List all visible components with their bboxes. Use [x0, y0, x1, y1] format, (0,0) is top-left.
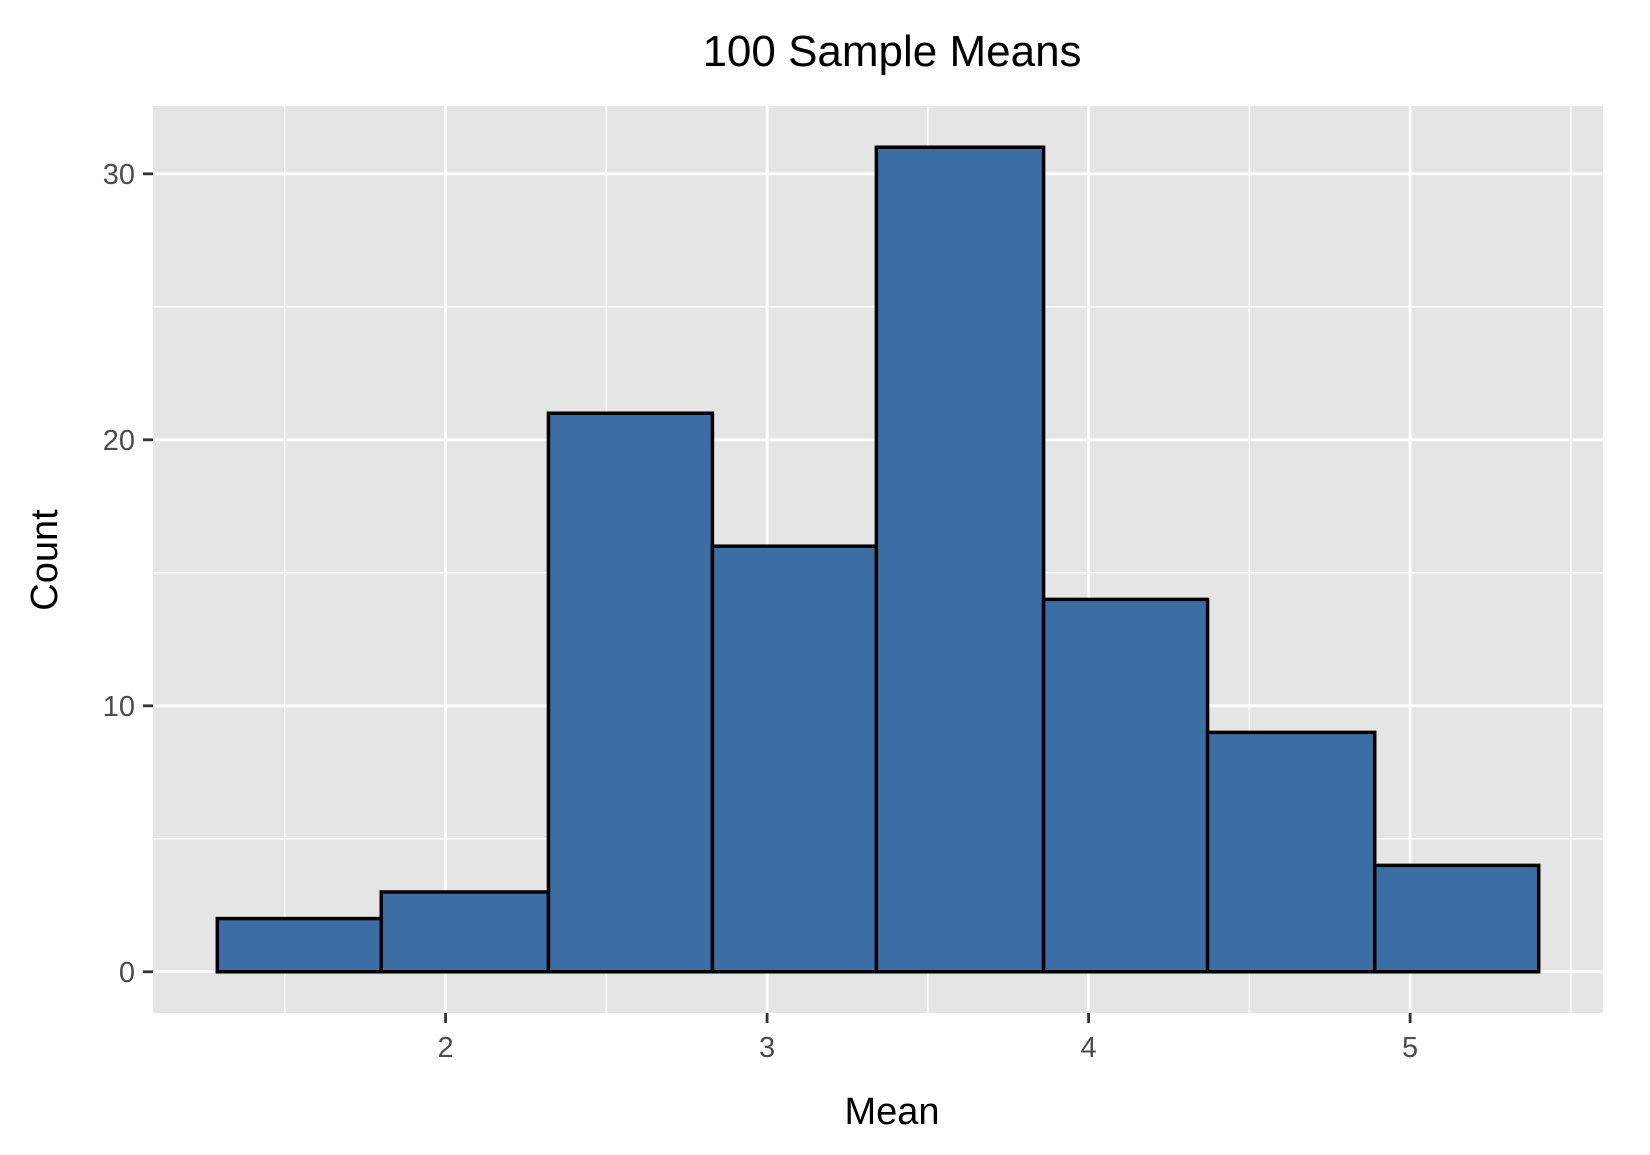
y-axis-title: Count	[24, 509, 66, 611]
y-tick-label: 0	[119, 957, 135, 989]
y-axis: 0 10 20 30	[103, 159, 153, 989]
histogram-bar-8	[1372, 863, 1541, 974]
histogram-bar-4	[710, 544, 879, 974]
histogram-bar-6	[1041, 597, 1210, 974]
x-axis-title: Mean	[844, 1091, 939, 1133]
x-tick-label: 5	[1402, 1032, 1418, 1064]
histogram-bars	[215, 145, 1541, 974]
y-tick-label: 10	[103, 691, 135, 723]
histogram-bar-5	[874, 145, 1046, 974]
histogram-bar-3	[546, 411, 715, 974]
x-tick-label: 3	[759, 1032, 775, 1064]
x-axis: 2 3 4 5	[438, 1013, 1418, 1064]
chart-title: 100 Sample Means	[702, 27, 1081, 76]
y-tick-label: 30	[103, 159, 135, 191]
x-tick-label: 2	[438, 1032, 454, 1064]
histogram-bar-1	[215, 916, 384, 974]
histogram-bar-2	[379, 890, 551, 974]
y-tick-label: 20	[103, 425, 135, 457]
x-tick-label: 4	[1081, 1032, 1097, 1064]
histogram-bar-7	[1205, 730, 1377, 974]
